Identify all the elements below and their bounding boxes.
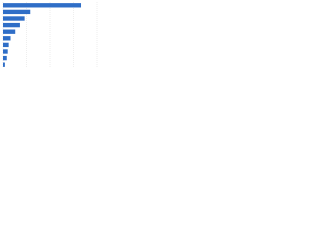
bar xyxy=(3,22,20,28)
bar xyxy=(3,62,5,67)
bar xyxy=(3,9,31,15)
page: {"chart_data": {"type": "bar", "orientat… xyxy=(0,0,320,71)
bar xyxy=(3,16,25,21)
bar xyxy=(3,36,11,41)
bar xyxy=(3,55,7,61)
bar xyxy=(3,3,82,8)
bar xyxy=(3,49,8,54)
bar xyxy=(3,42,9,48)
chart xyxy=(2,2,98,68)
bar xyxy=(3,29,16,34)
